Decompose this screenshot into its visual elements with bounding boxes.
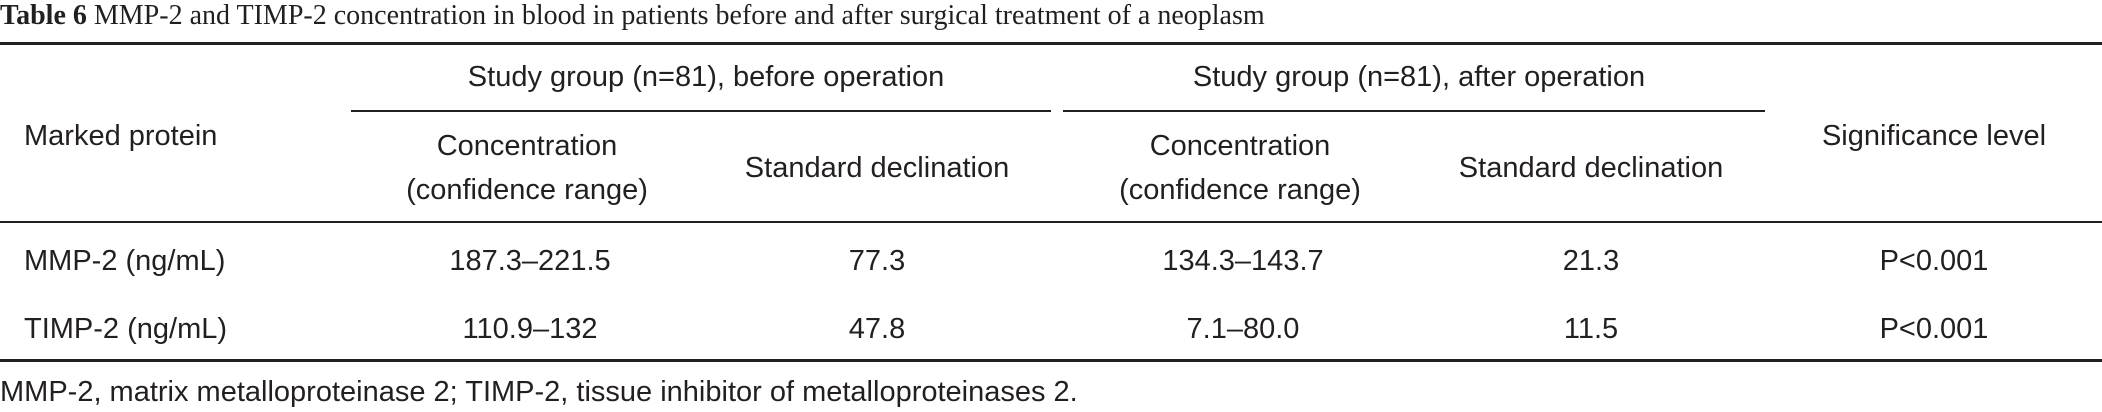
table-cell-after-std: 11.5 [1563, 313, 1619, 345]
table-cell-significance: P<0.001 [1879, 245, 1989, 277]
table-cell-before-std: 47.8 [848, 313, 906, 345]
group-header-before: Study group (n=81), before operation [467, 61, 945, 93]
table-footnote: MMP-2, matrix metalloproteinase 2; TIMP-… [0, 376, 1078, 408]
group-header-after: Study group (n=81), after operation [1192, 61, 1646, 93]
column-header-after-concentration-line1: Concentration [1149, 130, 1331, 162]
table-caption-label: Table 6 [0, 0, 87, 31]
table-cell-after-concentration: 7.1–80.0 [1186, 313, 1300, 345]
table-caption-text: MMP-2 and TIMP-2 concentration in blood … [86, 0, 1265, 31]
column-header-after-std: Standard declination [1458, 152, 1724, 184]
table-cell-before-std: 77.3 [848, 245, 906, 277]
table-bottom-rule [0, 359, 2102, 362]
table-cell-after-std: 21.3 [1562, 245, 1620, 277]
table-caption: Table 6 MMP-2 and TIMP-2 concentration i… [0, 0, 1265, 32]
table-cell-before-concentration: 110.9–132 [462, 313, 598, 345]
table-cell-significance: P<0.001 [1879, 313, 1989, 345]
column-header-before-concentration-line2: (confidence range) [406, 174, 648, 206]
group-before-underline [351, 110, 1051, 112]
group-after-underline [1063, 110, 1765, 112]
table-cell-protein: MMP-2 (ng/mL) [24, 245, 226, 277]
column-header-after-concentration-line2: (confidence range) [1119, 174, 1361, 206]
table-cell-after-concentration: 134.3–143.7 [1162, 245, 1324, 277]
column-header-before-concentration-line1: Concentration [436, 130, 618, 162]
header-bottom-rule [0, 221, 2102, 223]
column-header-before-std: Standard declination [744, 152, 1010, 184]
table-top-rule [0, 42, 2102, 45]
table-cell-before-concentration: 187.3–221.5 [449, 245, 611, 277]
column-header-significance: Significance level [1821, 120, 2047, 152]
column-header-marked-protein: Marked protein [24, 120, 218, 152]
table-cell-protein: TIMP-2 (ng/mL) [24, 313, 228, 345]
